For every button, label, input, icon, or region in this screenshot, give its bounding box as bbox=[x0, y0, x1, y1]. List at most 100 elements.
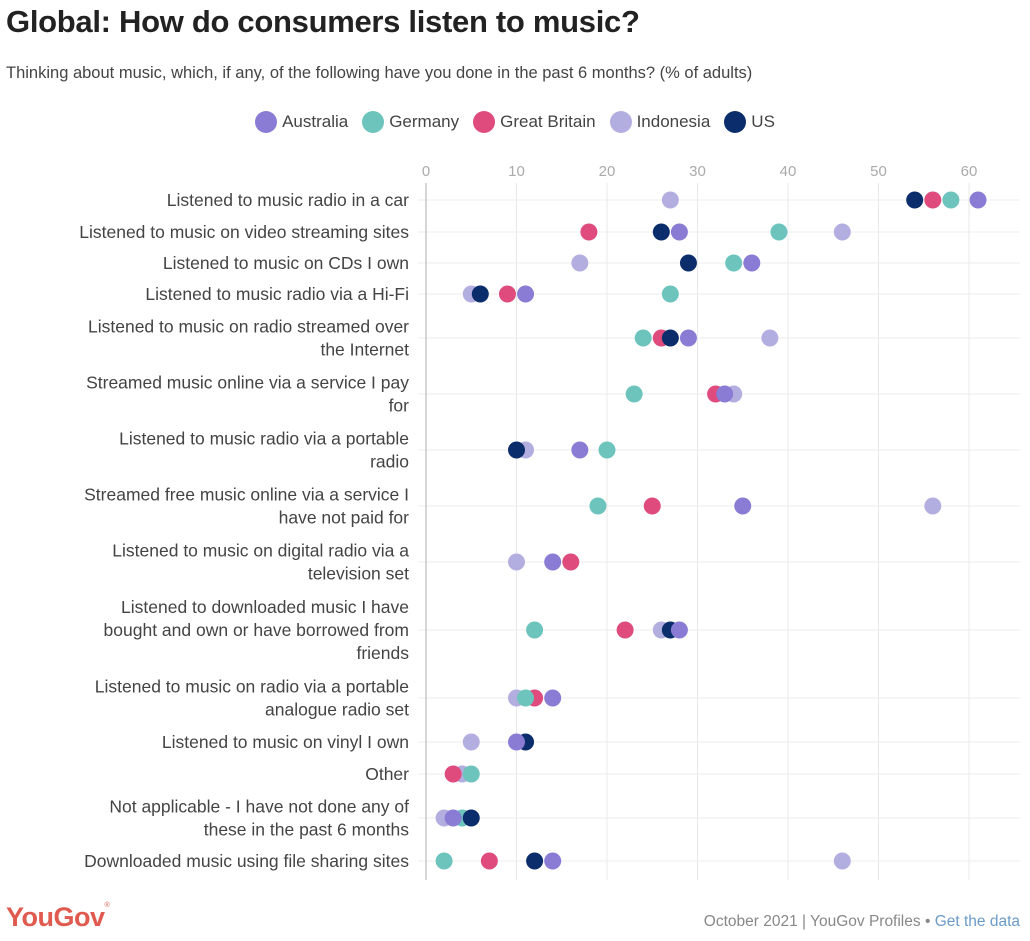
data-point-australia bbox=[544, 852, 562, 870]
data-point-great-britain bbox=[562, 553, 580, 571]
category-label: have not paid for bbox=[279, 508, 410, 528]
data-point-australia bbox=[444, 809, 462, 827]
data-point-indonesia bbox=[661, 191, 679, 209]
logo-text: YouGov bbox=[6, 902, 105, 932]
x-tick-label: 40 bbox=[780, 163, 797, 180]
data-point-australia bbox=[508, 733, 525, 751]
category-label: the Internet bbox=[320, 340, 409, 360]
data-point-australia bbox=[679, 329, 697, 347]
data-point-germany bbox=[634, 329, 652, 347]
category-label: Streamed free music online via a service… bbox=[84, 485, 409, 505]
data-point-us bbox=[462, 809, 480, 827]
category-label: these in the past 6 months bbox=[204, 820, 410, 840]
data-point-great-britain bbox=[616, 621, 634, 639]
data-point-australia bbox=[743, 254, 761, 272]
data-point-indonesia bbox=[833, 852, 851, 870]
data-point-great-britain bbox=[444, 765, 462, 783]
legend-label: Australia bbox=[282, 112, 349, 131]
data-point-germany bbox=[435, 852, 453, 870]
data-point-germany bbox=[526, 621, 544, 639]
data-point-great-britain bbox=[498, 285, 516, 303]
legend-item[interactable]: Australia bbox=[255, 111, 348, 133]
category-label: radio bbox=[370, 452, 409, 472]
category-label: friends bbox=[356, 643, 409, 663]
x-tick-label: 50 bbox=[870, 163, 887, 180]
chart-subtitle: Thinking about music, which, if any, of … bbox=[6, 64, 753, 82]
category-label: for bbox=[389, 396, 410, 416]
legend-item[interactable]: Great Britain bbox=[473, 111, 596, 133]
category-label: Downloaded music using file sharing site… bbox=[84, 851, 409, 871]
x-tick-label: 60 bbox=[961, 163, 978, 180]
legend-item[interactable]: Germany bbox=[362, 111, 459, 133]
category-label: Listened to music on radio via a portabl… bbox=[95, 677, 409, 697]
legend-label: US bbox=[751, 112, 775, 131]
yougov-logo: YouGov® bbox=[6, 902, 110, 932]
get-the-data-link[interactable]: Get the data bbox=[934, 913, 1020, 930]
category-label: Listened to music on video streaming sit… bbox=[79, 222, 409, 242]
chart-legend: Australia Germany Great Britain Indonesia US bbox=[0, 111, 1030, 133]
legend-label: Great Britain bbox=[500, 112, 596, 131]
category-label: Other bbox=[365, 764, 409, 784]
data-point-germany bbox=[589, 497, 607, 515]
legend-label: Germany bbox=[389, 112, 460, 131]
data-point-us bbox=[508, 441, 525, 459]
data-point-australia bbox=[670, 223, 688, 241]
category-label: Not applicable - I have not done any of bbox=[109, 797, 409, 817]
legend-item[interactable]: Indonesia bbox=[609, 111, 711, 133]
data-point-us bbox=[661, 329, 679, 347]
x-tick-label: 20 bbox=[599, 163, 616, 180]
x-tick-label: 30 bbox=[689, 163, 706, 180]
data-point-great-britain bbox=[580, 223, 598, 241]
dot-plot: 0 10 20 30 40 50 60 Listened to music radio in … bbox=[79, 163, 1020, 880]
legend-swatch bbox=[473, 111, 496, 133]
legend-label: Indonesia bbox=[636, 112, 711, 131]
data-point-germany bbox=[942, 191, 960, 209]
data-point-us bbox=[526, 852, 544, 870]
data-point-great-britain bbox=[643, 497, 661, 515]
legend-swatch bbox=[609, 111, 632, 133]
chart-title: Global: How do consumers listen to music… bbox=[6, 4, 640, 39]
data-point-indonesia bbox=[462, 733, 480, 751]
category-label: Listened to music radio via a portable bbox=[119, 429, 409, 449]
category-label: Listened to music on radio streamed over bbox=[88, 317, 409, 337]
source-text: October 2021 | YouGov Profiles bbox=[703, 913, 921, 930]
footer-source: October 2021 | YouGov Profiles • Get the… bbox=[704, 913, 1020, 931]
data-point-indonesia bbox=[924, 497, 942, 515]
category-label: Streamed music online via a service I pa… bbox=[86, 373, 409, 393]
data-point-australia bbox=[734, 497, 752, 515]
separator: • bbox=[924, 913, 931, 930]
x-tick-label: 0 bbox=[422, 163, 430, 180]
x-tick-label: 10 bbox=[508, 163, 525, 180]
category-label: bought and own or have borrowed from bbox=[104, 620, 409, 640]
category-label: Listened to music radio via a Hi-Fi bbox=[145, 284, 409, 304]
data-point-us bbox=[471, 285, 489, 303]
data-point-germany bbox=[770, 223, 788, 241]
data-point-germany bbox=[598, 441, 616, 459]
data-point-indonesia bbox=[761, 329, 779, 347]
data-point-australia bbox=[544, 553, 562, 571]
category-label: Listened to music radio in a car bbox=[167, 190, 409, 210]
category-label: Listened to music on CDs I own bbox=[163, 253, 409, 273]
data-point-great-britain bbox=[924, 191, 942, 209]
data-point-germany bbox=[462, 765, 480, 783]
data-point-australia bbox=[517, 285, 535, 303]
category-label: television set bbox=[308, 564, 409, 584]
data-point-great-britain bbox=[480, 852, 498, 870]
data-point-us bbox=[906, 191, 924, 209]
legend-swatch bbox=[724, 111, 747, 133]
data-point-australia bbox=[969, 191, 987, 209]
category-label: analogue radio set bbox=[265, 700, 409, 720]
data-point-australia bbox=[670, 621, 688, 639]
legend-item[interactable]: US bbox=[724, 111, 775, 133]
legend-swatch bbox=[255, 111, 278, 133]
data-point-germany bbox=[725, 254, 743, 272]
data-point-indonesia bbox=[571, 254, 589, 272]
data-point-us bbox=[679, 254, 697, 272]
legend-swatch bbox=[362, 111, 385, 133]
data-point-australia bbox=[571, 441, 589, 459]
category-label: Listened to music on digital radio via a bbox=[112, 541, 409, 561]
category-label: Listened to downloaded music I have bbox=[121, 597, 409, 617]
data-point-germany bbox=[625, 385, 643, 403]
data-point-australia bbox=[716, 385, 734, 403]
data-point-australia bbox=[544, 689, 562, 707]
